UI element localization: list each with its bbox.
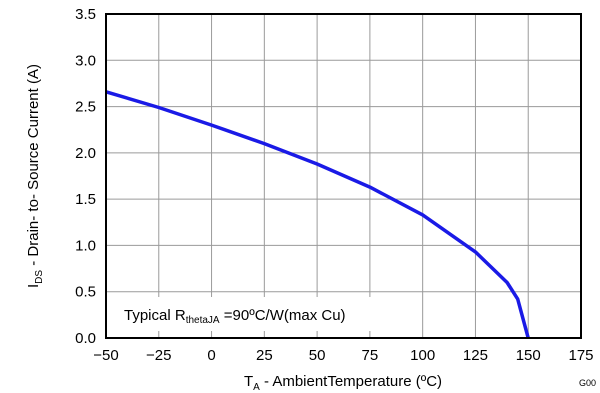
annotation-subscript: thetaJA (186, 315, 220, 326)
x-tick-label: 25 (256, 347, 273, 364)
x-tick-label: 0 (207, 347, 215, 364)
annotation-text-end: =90ºC/W(max Cu) (220, 307, 346, 324)
figure-code: G00 (579, 378, 596, 388)
annotation-text: Typical R (124, 307, 186, 324)
x-axis-label-main: T (244, 373, 253, 390)
y-tick-label: 3.5 (75, 6, 96, 23)
y-tick-label: 1.0 (75, 237, 96, 254)
y-tick-label: 2.0 (75, 145, 96, 162)
y-axis-label: IDS - Drain- to- Source Current (A) (25, 64, 45, 288)
x-axis-label: TA - AmbientTemperature (ºC) (244, 373, 442, 393)
svg-text:Typical RthetaJA =90ºC/W(max C: Typical RthetaJA =90ºC/W(max Cu) (124, 307, 346, 326)
x-tick-label: 175 (568, 347, 593, 364)
x-tick-label: −50 (93, 347, 118, 364)
x-axis-label-rest: - AmbientTemperature (ºC) (260, 373, 442, 390)
y-axis-label-sub: DS (34, 270, 45, 284)
y-tick-label: 3.0 (75, 52, 96, 69)
x-tick-label: 75 (362, 347, 379, 364)
y-tick-label: 0.0 (75, 330, 96, 347)
y-axis-label-rest: - Drain- to- Source Current (A) (25, 64, 42, 270)
x-tick-label: 100 (410, 347, 435, 364)
x-tick-label: 150 (516, 347, 541, 364)
y-tick-labels: 0.0 0.5 1.0 1.5 2.0 2.5 3.0 3.5 (75, 6, 96, 347)
x-axis-label-sub: A (253, 382, 260, 393)
annotation-box: Typical RthetaJA =90ºC/W(max Cu) (114, 297, 410, 331)
plot-frame (105, 13, 582, 339)
x-tick-label: 50 (309, 347, 326, 364)
y-tick-label: 0.5 (75, 284, 96, 301)
x-tick-label: −25 (146, 347, 171, 364)
x-tick-labels: −50 −25 0 25 50 75 100 125 150 175 (93, 347, 593, 364)
series-line (105, 90, 530, 339)
series (105, 90, 530, 339)
y-axis-label-main: I (25, 284, 42, 288)
y-tick-label: 1.5 (75, 191, 96, 208)
x-tick-label: 125 (463, 347, 488, 364)
y-tick-label: 2.5 (75, 99, 96, 116)
grid (106, 14, 581, 338)
